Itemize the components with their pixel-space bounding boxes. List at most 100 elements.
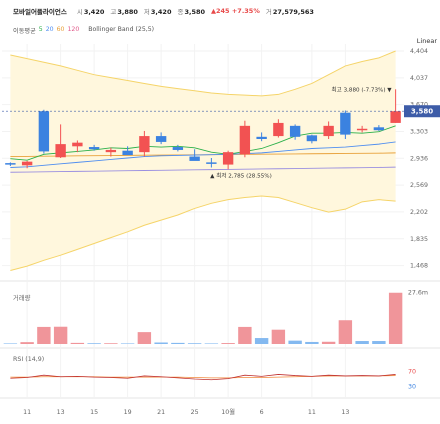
candle-body (172, 147, 184, 150)
y-tick-label: 2,569 (410, 182, 428, 189)
volume-bar (238, 326, 252, 344)
volume-value: 27,579,563 (272, 8, 314, 16)
stock-name: 모바일어플라이언스 (13, 8, 67, 16)
y-tick-label: 4,037 (410, 75, 428, 82)
ma60-legend: 60 (56, 26, 65, 33)
candle (122, 146, 133, 156)
indicator-legend[interactable]: 이동평균 5 20 60 120 Bollinger Band (25,5) (13, 26, 154, 35)
ma120-line (10, 166, 396, 173)
candle (72, 140, 83, 153)
candle (189, 149, 200, 161)
y-tick-label: 1,835 (410, 236, 428, 243)
volume-bar (104, 343, 118, 344)
candle (390, 89, 401, 123)
bollinger-upper-line (10, 50, 396, 97)
ma20-legend: 20 (45, 26, 54, 33)
volume-bar (372, 341, 386, 344)
x-tick-label: 10월 (221, 407, 235, 416)
candle-body (155, 136, 167, 142)
candle-body (88, 147, 100, 150)
ma120-legend: 120 (67, 26, 80, 33)
x-tick-label: 6 (260, 409, 264, 416)
candle (273, 119, 284, 138)
candle-body (289, 125, 301, 137)
rsi-tick-30: 30 (408, 384, 416, 391)
volume-bar (271, 329, 286, 344)
candle (239, 120, 251, 158)
candle (256, 132, 267, 142)
low-label: 저 (143, 8, 150, 16)
candle-body (340, 112, 351, 135)
x-tick-label: 11 (23, 409, 31, 416)
x-tick-label: 11 (308, 409, 316, 416)
high-label: 고 (110, 8, 117, 16)
ma20-line (10, 141, 396, 168)
volume-bar (321, 341, 336, 344)
quote-header: 모바일어플라이언스 시3,420 고3,880 저3,420 종3,580 ▲2… (13, 6, 314, 16)
high-value: 3,880 (117, 8, 138, 16)
volume-bar (288, 340, 302, 344)
volume-bar (254, 338, 269, 344)
candle-body (323, 125, 334, 137)
bollinger-legend: Bollinger Band (25,5) (88, 26, 155, 33)
volume-bar (171, 342, 185, 344)
close-label: 종 (177, 8, 184, 16)
volume-bar (70, 342, 85, 344)
x-tick-label: 25 (191, 409, 199, 416)
x-tick-label: 15 (90, 409, 98, 416)
candle-body (256, 136, 267, 139)
y-tick-label: 1,468 (410, 263, 428, 270)
scale-mode-toggle[interactable]: Linear (416, 37, 437, 45)
volume-bar (388, 292, 403, 344)
candle-body (38, 111, 50, 152)
candle (38, 109, 50, 154)
candle-body (105, 149, 117, 153)
y-tick-label: 2,202 (410, 209, 428, 216)
candle-body (222, 152, 234, 165)
candle (105, 147, 117, 157)
x-tick-label: 13 (57, 409, 65, 416)
volume-bar (3, 343, 18, 344)
volume-bar (338, 320, 353, 344)
volume-bar (137, 332, 152, 344)
volume-bar (20, 342, 34, 344)
candle (5, 162, 16, 167)
candle-body (206, 162, 217, 164)
candle (306, 134, 318, 144)
close-value: 3,580 (184, 8, 206, 16)
candle (356, 125, 368, 133)
y-tick-label: 4,404 (410, 48, 428, 55)
volume-bar (355, 341, 369, 344)
candle (172, 144, 184, 152)
candle (88, 144, 100, 151)
candle (139, 130, 150, 157)
candle-body (306, 135, 318, 142)
volume-panel-title: 거래량 (13, 293, 31, 302)
candle (340, 110, 351, 139)
candle (289, 124, 301, 140)
volume-bar (154, 342, 168, 344)
open-value: 3,420 (83, 8, 105, 16)
y-tick-label: 3,670 (410, 102, 428, 109)
volume-bar (37, 326, 51, 344)
candle-body (239, 125, 251, 155)
x-tick-label: 21 (157, 409, 165, 416)
high-annotation: 최고 3,880 (-7.73%) ▼ (332, 85, 393, 93)
price-change: ▲245 +7.35% (211, 7, 260, 15)
low-annotation: ▲ 최저 2,785 (28.55%) (210, 171, 272, 179)
bollinger-band-area (10, 51, 396, 271)
rsi-panel-title: RSI (14,9) (13, 356, 44, 363)
low-value: 3,420 (150, 8, 172, 16)
candle-body (21, 161, 33, 166)
candle-body (390, 111, 401, 123)
candle (55, 124, 66, 158)
candle (155, 132, 167, 145)
volume-bar (87, 343, 101, 344)
candle-body (55, 144, 66, 158)
candle (206, 158, 217, 168)
rsi-line (10, 374, 396, 381)
rsi-tick-70: 70 (408, 368, 416, 375)
candle-body (5, 163, 16, 165)
candle (373, 125, 385, 131)
